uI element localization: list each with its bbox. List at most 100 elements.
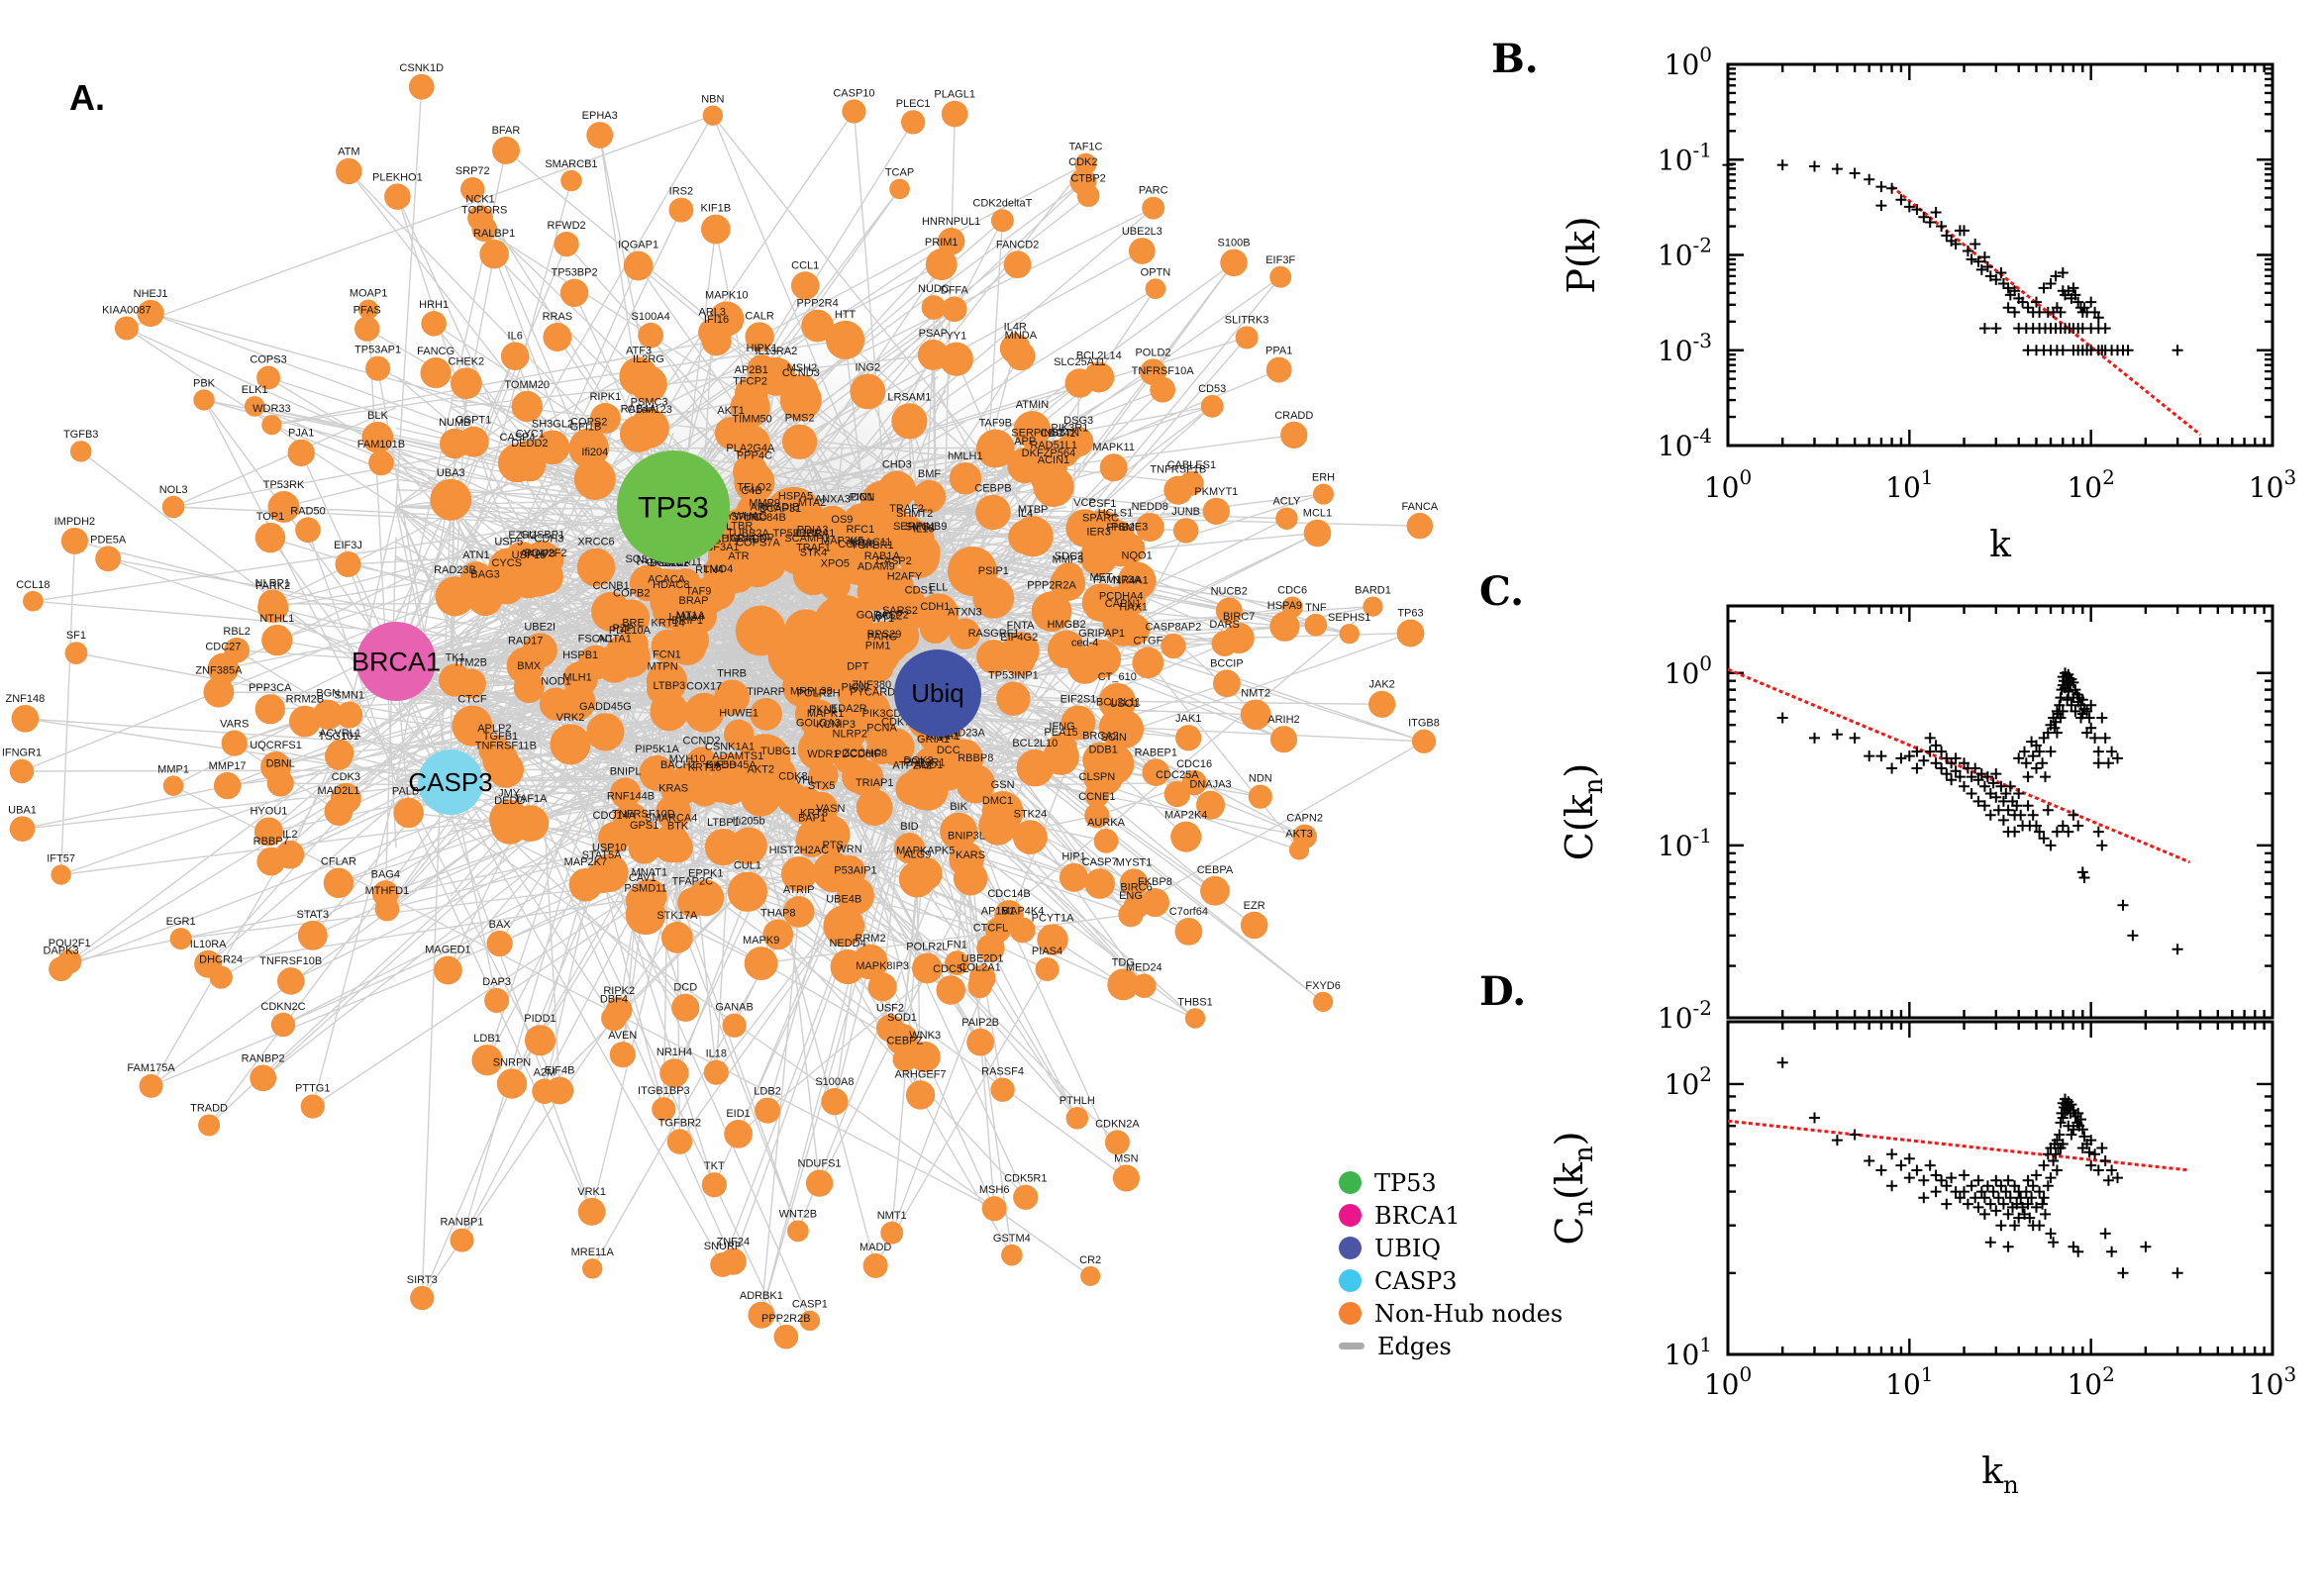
gene-node xyxy=(1043,739,1079,775)
gene-label: RAD17 xyxy=(508,635,543,647)
gene-label: THAP8 xyxy=(760,908,795,920)
gene-node xyxy=(949,842,984,877)
gene-label: IER3 xyxy=(1086,526,1110,538)
gene-label: PFAS xyxy=(354,304,381,316)
gene-label: ADAMTS1 xyxy=(712,750,763,762)
gene-node xyxy=(1363,596,1383,617)
gene-label: UBE2I xyxy=(524,621,556,633)
gene-label: KIF1B xyxy=(701,203,732,215)
gene-label: RAD51L1 xyxy=(1030,440,1077,451)
scatter-points xyxy=(1776,667,2183,955)
gene-node xyxy=(608,636,651,678)
gene-label: ATMIN xyxy=(1016,399,1049,411)
gene-label: HYOU1 xyxy=(250,805,287,817)
gene-label: EDARADD xyxy=(714,533,767,545)
gene-node xyxy=(260,751,291,782)
gene-label: CDC14B xyxy=(987,888,1030,900)
gene-label: SEPHS1 xyxy=(1328,612,1370,624)
gene-label: GANAB xyxy=(715,1002,754,1014)
gene-node xyxy=(1031,591,1072,633)
gene-label: PTTG1 xyxy=(295,1082,330,1094)
gene-node xyxy=(11,705,40,733)
gene-label: CSNK1D xyxy=(399,62,444,74)
gene-node xyxy=(1064,368,1095,398)
gene-node xyxy=(996,681,1031,716)
gene-label: DPT xyxy=(847,660,868,672)
gene-label: TRAF1 xyxy=(796,543,831,554)
gene-label: MAPK11 xyxy=(1092,442,1135,453)
gene-label: ACTA1 xyxy=(597,633,632,645)
gene-label: UBE2D1 xyxy=(961,952,1004,964)
gene-node xyxy=(267,491,300,523)
gene-node xyxy=(384,183,411,210)
gene-label: PDE5A xyxy=(90,534,127,546)
gene-node xyxy=(646,672,679,706)
gene-label: LTBP3 xyxy=(653,680,685,692)
gene-label: ARIH2 xyxy=(1267,714,1299,726)
gene-label: PRIM1 xyxy=(925,237,959,249)
gene-label: BCL2L14 xyxy=(1076,350,1122,362)
gene-label: BRCA2 xyxy=(1082,731,1119,743)
gene-label: BMF xyxy=(918,468,942,480)
gene-node xyxy=(1312,483,1335,505)
gene-label: CDC14A xyxy=(593,810,637,822)
gene-label: PAIP2B xyxy=(961,1017,999,1029)
gene-node xyxy=(976,934,1005,962)
gene-label: CDC25A xyxy=(1156,769,1199,781)
gene-label: IL2RG xyxy=(633,353,664,365)
gene-label: RFWD2 xyxy=(548,220,586,232)
gene-label: UBE4B xyxy=(826,894,861,906)
gene-label: FN1 xyxy=(947,939,967,950)
gene-label: XPO5 xyxy=(821,557,850,569)
gene-label: BAP1 xyxy=(798,813,826,825)
gene-label: AKT2 xyxy=(747,764,774,776)
gene-label: EIF4B xyxy=(545,1065,575,1077)
gene-label: CASP4 xyxy=(500,432,536,444)
gene-node xyxy=(1150,376,1176,403)
gene-label: GADD45G xyxy=(579,701,632,713)
gene-label: PIK3R1 xyxy=(1051,422,1088,434)
gene-node xyxy=(981,791,1024,833)
gene-label: EZR xyxy=(1244,900,1265,912)
gene-node xyxy=(1022,439,1055,472)
gene-label: NUMB xyxy=(439,417,470,429)
gene-label: RRAS xyxy=(543,311,573,323)
gene-node xyxy=(1117,613,1151,647)
scatter-points xyxy=(1722,159,2183,356)
gene-label: PPP3R1 xyxy=(903,756,945,768)
gene-label: COPB2 xyxy=(613,587,650,599)
gene-node xyxy=(629,564,666,602)
gene-label: JUNB xyxy=(1171,506,1200,518)
gene-label: TIMM50 xyxy=(732,413,771,425)
gene-label: RASSF4 xyxy=(981,1065,1024,1077)
gene-label: RBBP8 xyxy=(958,752,993,764)
gene-node xyxy=(925,249,958,281)
gene-label: S100B xyxy=(1218,238,1251,249)
gene-node xyxy=(496,1068,528,1099)
gene-label: FNTA xyxy=(1007,620,1036,632)
legend-item-ubiq: UBIQ xyxy=(1339,1232,1563,1264)
gene-label: PYCARD xyxy=(850,686,895,698)
gene-label: RALBP1 xyxy=(473,228,515,240)
gene-label: VRK2 xyxy=(556,712,585,724)
gene-label: TNF xyxy=(1305,602,1327,614)
gene-label: RNF144B xyxy=(607,790,655,802)
gene-node xyxy=(704,828,743,866)
gene-label: S100A4 xyxy=(632,311,670,323)
gene-node xyxy=(727,871,768,912)
gene-label: LDB2 xyxy=(754,1086,781,1098)
gene-label: TK1 xyxy=(446,651,465,663)
gene-label: UQCRFS1 xyxy=(250,740,302,751)
gene-label: C4B xyxy=(741,485,761,497)
gene-label: MAP2K4 xyxy=(1164,810,1207,822)
gene-node xyxy=(1142,758,1170,786)
gene-label: BACH1 xyxy=(660,759,697,771)
gene-label: APP xyxy=(1014,436,1036,448)
gene-node xyxy=(610,777,642,809)
gene-label: STAT5A xyxy=(582,849,623,861)
gene-label: PARG xyxy=(867,631,897,643)
node-swatch-icon xyxy=(1339,1269,1362,1292)
gene-node xyxy=(688,773,722,807)
gene-label: ANXA3 xyxy=(815,494,851,506)
gene-label: POU2F2 xyxy=(525,548,567,559)
